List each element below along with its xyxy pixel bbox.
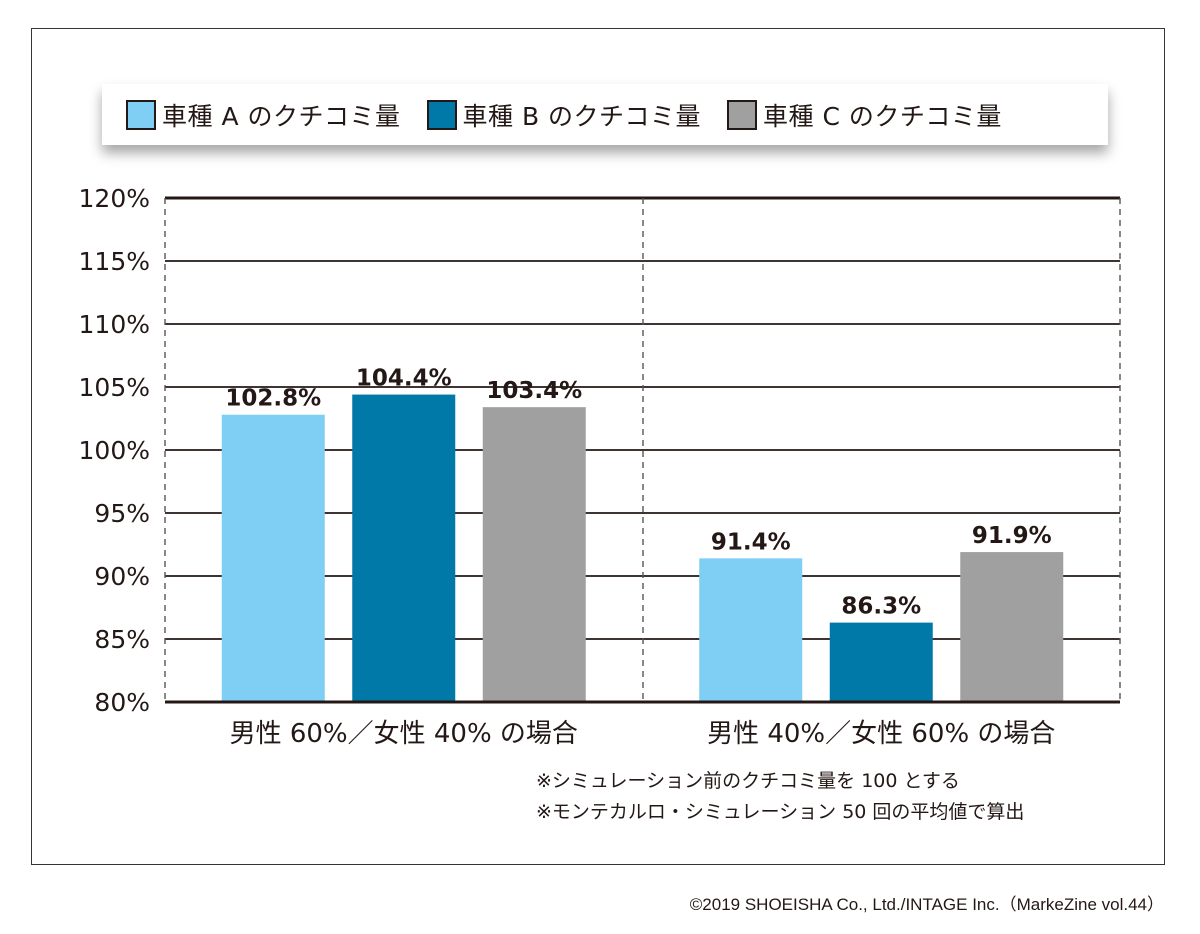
bar-c-group-1 [482,407,586,702]
note-2: ※モンテカルロ・シミュレーション 50 回の平均値で算出 [536,801,1025,823]
legend-label-b: 車種 B のクチコミ量 [462,101,702,131]
bar-b-group-1 [352,394,456,702]
category-labels: 男性 60%／女性 40% の場合 男性 40%／女性 60% の場合 [230,719,1056,749]
bar-b-group-2 [829,622,933,702]
legend-label-a: 車種 A のクチコミ量 [162,101,401,131]
category-label: 男性 60%／女性 40% の場合 [230,719,578,749]
bar-a-group-2 [699,558,803,702]
legend-swatch-c [727,99,758,130]
bar-c-group-2 [960,552,1064,702]
data-label: 102.8% [225,386,321,412]
y-tick-label: 115% [79,247,150,276]
category-label: 男性 40%／女性 60% の場合 [707,719,1055,749]
y-tick-label: 120% [79,184,150,213]
legend-swatch-a [126,99,156,130]
bars [221,394,1064,702]
legend-label-c: 車種 C のクチコミ量 [763,101,1002,131]
y-tick-label: 105% [79,373,150,402]
data-labels: 102.8% 104.4% 103.4% 91.4% 86.3% 91.9% [165,366,1120,704]
y-tick-label: 80% [94,688,150,717]
data-label: 91.9% [972,523,1052,549]
y-tick-label: 110% [79,310,150,339]
bar-a-group-1 [221,414,325,702]
y-tick-label: 100% [79,436,150,465]
y-tick-label: 85% [94,625,150,654]
legend-item-a: 車種 A のクチコミ量 [126,97,401,133]
data-label: 86.3% [841,594,921,620]
dashed-dividers [164,198,1121,702]
copyright: ©2019 SHOEISHA Co., Ltd./INTAGE Inc.（Mar… [689,895,1164,914]
data-label: 103.4% [486,378,582,404]
y-tick-label: 90% [94,562,150,591]
data-label: 104.4% [356,366,452,392]
y-tick-label: 95% [94,499,150,528]
y-axis-tick-labels: 80% 85% 90% 95% 100% 105% 110% 115% 120% [79,184,150,717]
note-1: ※シミュレーション前のクチコミ量を 100 とする [536,770,960,792]
legend: 車種 A のクチコミ量 車種 B のクチコミ量 車種 C のクチコミ量 [102,84,1108,145]
legend-swatch-b [426,99,457,130]
legend-item-b: 車種 B のクチコミ量 [426,97,702,133]
legend-item-c: 車種 C のクチコミ量 [727,97,1002,133]
chart-frame [31,28,1165,865]
data-label: 91.4% [711,529,791,555]
